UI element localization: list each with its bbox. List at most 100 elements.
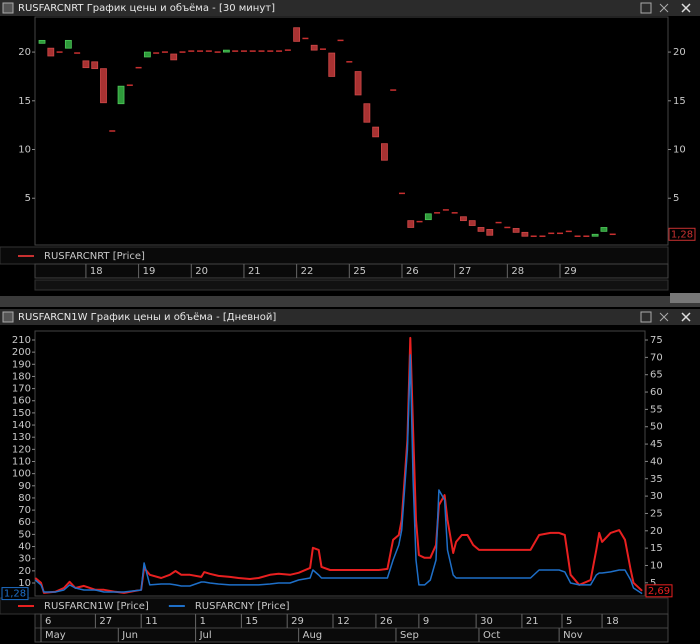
candle — [583, 235, 590, 237]
candle — [232, 50, 239, 52]
y-tick-label: 10 — [18, 145, 31, 156]
y-tick-label: 170 — [12, 384, 31, 395]
restore-button[interactable] — [640, 2, 652, 14]
candle — [170, 53, 178, 61]
x-tick-label: 29 — [564, 266, 577, 277]
title-bar — [0, 0, 700, 16]
y-tick-label: 150 — [12, 408, 31, 419]
y-tick-label: 45 — [650, 439, 663, 450]
candle — [390, 89, 397, 91]
y-tick-label: 20 — [650, 526, 663, 537]
candle — [135, 66, 142, 69]
pin-button[interactable] — [659, 312, 669, 322]
candle — [407, 220, 415, 228]
candle — [284, 49, 291, 51]
candle — [161, 51, 168, 53]
candle — [548, 232, 555, 235]
y-tick-label: 200 — [12, 347, 31, 358]
x-tick-label: 27 — [459, 266, 472, 277]
legend-label: RUSFARCN1W [Price] — [44, 601, 149, 612]
candle — [372, 126, 380, 138]
plot-area — [34, 16, 669, 246]
y-tick-label: 35 — [650, 474, 663, 485]
scroll-thumb[interactable] — [670, 293, 700, 303]
y-tick-label: 65 — [650, 370, 663, 381]
candle — [434, 212, 441, 214]
candle — [100, 68, 107, 104]
series-line — [34, 336, 643, 594]
y-tick-label: 70 — [18, 505, 31, 516]
x-tick-label: 18 — [90, 266, 103, 277]
x-tick-label: 29 — [291, 616, 304, 627]
title-bar — [0, 309, 700, 325]
candle — [424, 213, 432, 221]
candle — [319, 48, 326, 50]
y-tick-label: 15 — [673, 96, 686, 107]
window-icon[interactable] — [2, 311, 14, 323]
date-axis — [34, 613, 669, 629]
last-price-label: 2,69 — [648, 586, 670, 597]
x-tick-label: 26 — [380, 616, 393, 627]
candle — [539, 235, 546, 237]
candle — [38, 39, 46, 44]
candle — [442, 209, 449, 211]
y-tick-label: 120 — [12, 444, 31, 455]
splitter[interactable] — [0, 296, 700, 307]
candle — [328, 52, 336, 77]
y-tick-label: 40 — [650, 456, 663, 467]
candle — [468, 220, 476, 226]
restore-button[interactable] — [640, 311, 652, 323]
candle — [381, 143, 388, 161]
candle — [398, 192, 405, 195]
y-tick-label: 75 — [650, 335, 663, 346]
last-price-box — [668, 227, 696, 241]
y-tick-label: 190 — [12, 359, 31, 370]
y-tick-label: 10 — [673, 145, 686, 156]
candle — [451, 212, 458, 214]
y-tick-label: 90 — [18, 481, 31, 492]
y-tick-label: 10 — [650, 560, 663, 571]
x-tick-label: 9 — [423, 616, 429, 627]
x-tick-label: 26 — [406, 266, 419, 277]
candle — [143, 51, 151, 58]
x-tick-label: 21 — [526, 616, 539, 627]
y-tick-label: 5 — [650, 578, 656, 589]
x-tick-label: 25 — [353, 266, 366, 277]
y-tick-label: 80 — [18, 493, 31, 504]
x-tick-label: 12 — [337, 616, 350, 627]
candle — [354, 71, 362, 96]
y-tick-label: 20 — [18, 47, 31, 58]
x-tick-label: 6 — [45, 616, 51, 627]
y-tick-label: 110 — [12, 456, 31, 467]
y-tick-label: 20 — [18, 566, 31, 577]
x-tick-label: 21 — [248, 266, 261, 277]
candle — [214, 51, 221, 53]
x-tick-label: 15 — [245, 616, 258, 627]
scrollbar[interactable] — [34, 279, 669, 291]
x-tick-label: 22 — [301, 266, 314, 277]
x-tick-label: Aug — [303, 630, 323, 641]
candle — [512, 228, 520, 233]
candle — [574, 235, 581, 237]
pin-button[interactable] — [659, 3, 669, 13]
y-tick-label: 25 — [650, 508, 663, 519]
candle — [530, 235, 537, 237]
candle — [74, 52, 81, 54]
month-axis — [34, 627, 669, 643]
candle — [126, 84, 133, 86]
x-tick-label: May — [45, 630, 66, 641]
window-icon[interactable] — [2, 2, 14, 14]
last-price-label: 1,28 — [4, 589, 26, 600]
candle — [179, 51, 186, 53]
close-button[interactable] — [681, 3, 691, 13]
close-button[interactable] — [681, 312, 691, 322]
candle — [460, 216, 467, 222]
window-title: RUSFARCN1W График цены и объёма - [Дневн… — [18, 312, 276, 323]
candle — [249, 50, 256, 52]
x-tick-label: Nov — [563, 630, 583, 641]
y-tick-label: 210 — [12, 335, 31, 346]
x-tick-label: Oct — [483, 630, 500, 641]
x-tick-label: 19 — [143, 266, 156, 277]
candle — [416, 220, 423, 223]
x-tick-label: Sep — [400, 630, 419, 641]
